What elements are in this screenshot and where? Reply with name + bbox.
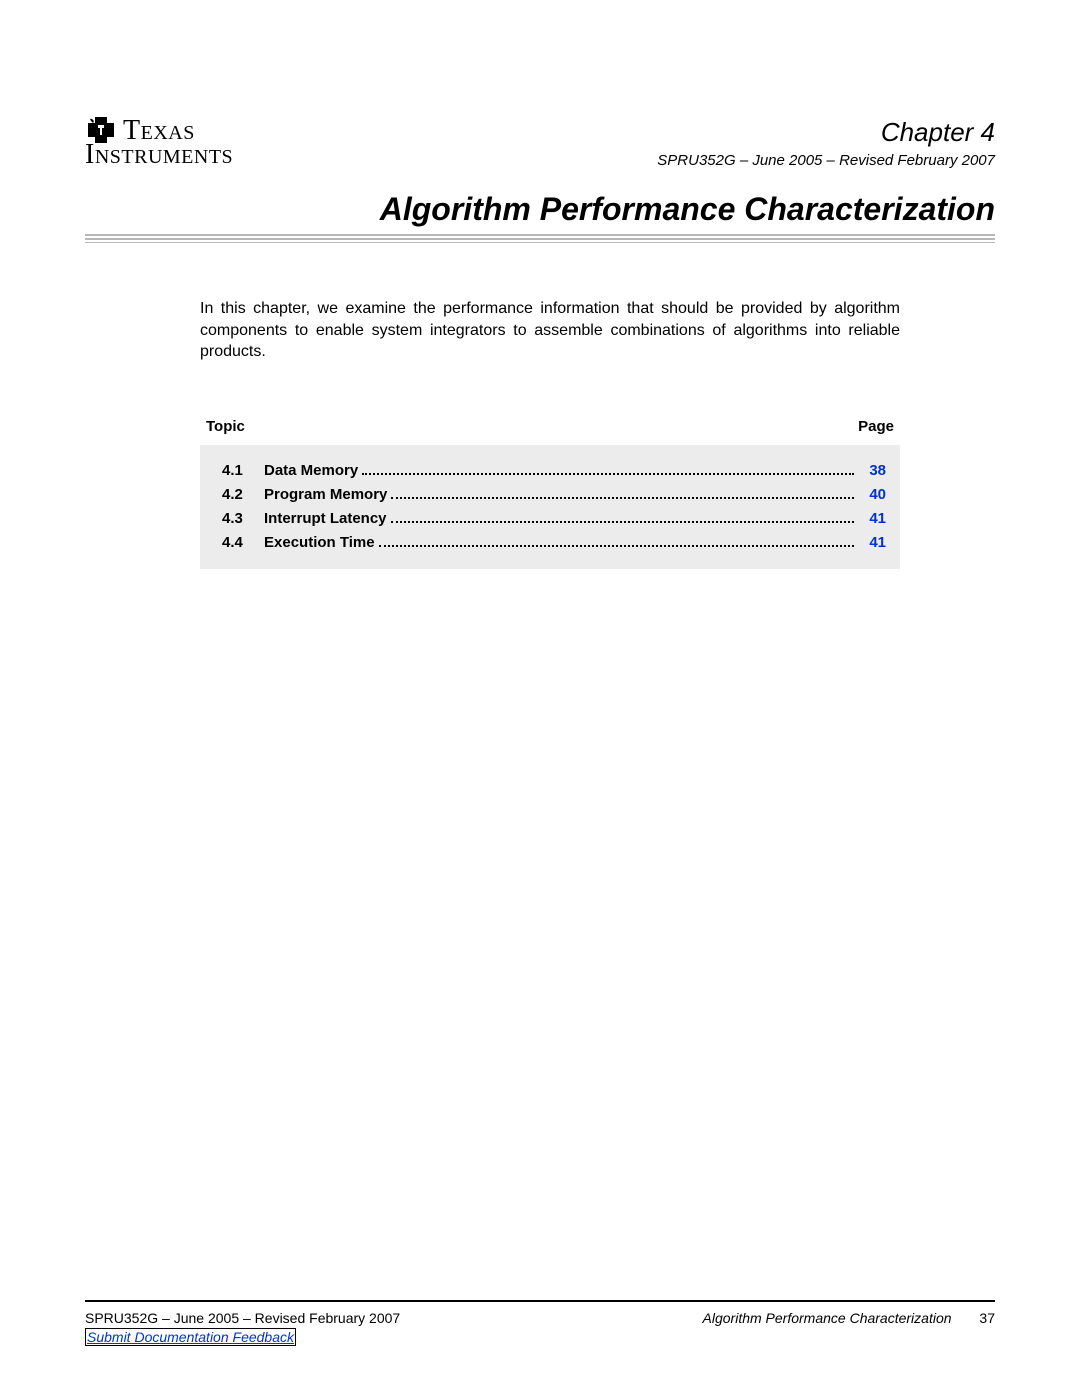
toc-page-link[interactable]: 38: [858, 459, 886, 483]
toc-title: Program Memory: [264, 483, 387, 507]
toc-page-header: Page: [858, 418, 894, 435]
footer-rule: [85, 1300, 995, 1302]
toc-page-link[interactable]: 41: [858, 531, 886, 555]
toc-entry[interactable]: 4.3 Interrupt Latency 41: [222, 507, 886, 531]
toc-title: Execution Time: [264, 531, 375, 555]
intro-paragraph: In this chapter, we examine the performa…: [200, 298, 900, 363]
document-revision: SPRU352G – June 2005 – Revised February …: [657, 152, 995, 169]
chapter-label: Chapter 4: [657, 117, 995, 148]
toc-title: Data Memory: [264, 459, 358, 483]
toc-number: 4.1: [222, 459, 264, 483]
toc-box: 4.1 Data Memory 38 4.2 Program Memory 40…: [200, 445, 900, 569]
toc-number: 4.2: [222, 483, 264, 507]
toc-header-row: Topic Page: [200, 418, 900, 445]
footer-revision: SPRU352G – June 2005 – Revised February …: [85, 1310, 400, 1326]
toc-entry[interactable]: 4.1 Data Memory 38: [222, 459, 886, 483]
footer-page-number: 37: [979, 1310, 995, 1326]
document-page: Texas Instruments Chapter 4 SPRU352G – J…: [0, 0, 1080, 1397]
submit-feedback-link[interactable]: Submit Documentation Feedback: [85, 1328, 296, 1346]
toc-entry[interactable]: 4.4 Execution Time 41: [222, 531, 886, 555]
toc-title: Interrupt Latency: [264, 507, 387, 531]
toc-entry[interactable]: 4.2 Program Memory 40: [222, 483, 886, 507]
toc-page-link[interactable]: 41: [858, 507, 886, 531]
footer-chapter-title: Algorithm Performance Characterization: [703, 1310, 952, 1326]
separator-lines: [85, 234, 995, 243]
toc-number: 4.3: [222, 507, 264, 531]
toc-number: 4.4: [222, 531, 264, 555]
ti-logo: Texas Instruments: [85, 115, 233, 169]
page-header: Texas Instruments Chapter 4 SPRU352G – J…: [85, 115, 995, 169]
chapter-title: Algorithm Performance Characterization: [85, 191, 995, 228]
toc-page-link[interactable]: 40: [858, 483, 886, 507]
ti-chip-icon: [85, 115, 117, 145]
logo-text-instruments: Instruments: [85, 141, 233, 169]
toc-topic-header: Topic: [206, 418, 245, 435]
page-footer: SPRU352G – June 2005 – Revised February …: [85, 1300, 995, 1347]
